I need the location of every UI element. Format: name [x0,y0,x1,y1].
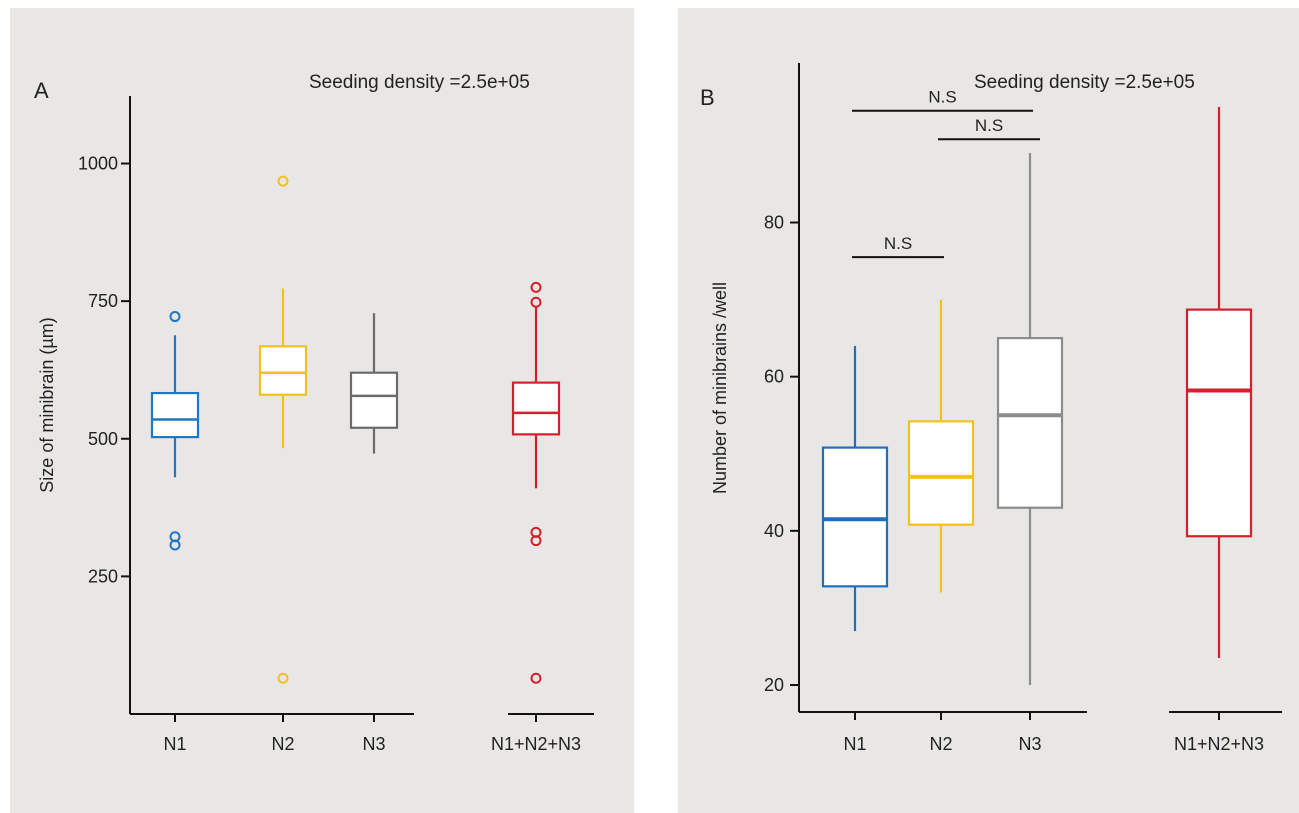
panel-b: B Seeding density =2.5e+05 Number of min… [678,8,1299,813]
x-tick-label-b: N3 [1018,734,1041,754]
box-body-a [511,381,561,436]
chart-a: A Seeding density =2.5e+05 Size of minib… [34,72,594,754]
x-tick-label-a: N2 [271,734,294,754]
outlier-point-a [530,296,542,308]
y-tick-label-a: 1000 [78,154,118,174]
panel-label-b: B [700,85,715,110]
y-tick-label-a: 250 [88,566,118,586]
y-tick-label-a: 500 [88,429,118,449]
box-body-a [349,371,399,429]
x-tick-label-a: N1 [163,734,186,754]
box-body-b [821,446,889,588]
outlier-point-a [169,311,181,323]
x-tick-label-b: N1+N2+N3 [1174,734,1264,754]
y-axis-label-b: Number of minibrains /well [710,282,730,494]
y-tick-label-b: 20 [764,675,784,695]
outlier-point-a [530,535,542,547]
box-body-b [907,420,975,526]
seeding-density-note-a: Seeding density =2.5e+05 [309,72,530,93]
outlier-point-a [530,672,542,684]
box-body-a [150,391,200,439]
seeding-density-note-b: Seeding density =2.5e+05 [974,72,1195,93]
y-tick-label-b: 40 [764,521,784,541]
outlier-point-a [169,539,181,551]
y-axis-label-a: Size of minibrain (µm) [37,317,57,492]
x-tick-label-b: N2 [929,734,952,754]
significance-label: N.S [928,88,956,107]
panel-label-a: A [34,78,49,103]
x-tick-label-a: N3 [362,734,385,754]
y-tick-label-b: 60 [764,367,784,387]
panel-a: A Seeding density =2.5e+05 Size of minib… [10,8,634,813]
x-tick-label-b: N1 [843,734,866,754]
outlier-point-a [277,175,289,187]
significance-label: N.S [884,234,912,253]
box-body-b [996,337,1064,509]
outlier-point-a [530,281,542,293]
x-tick-label-a: N1+N2+N3 [491,734,581,754]
box-body-a [258,345,308,396]
y-tick-label-a: 750 [88,291,118,311]
chart-b: B Seeding density =2.5e+05 Number of min… [700,63,1282,754]
significance-label: N.S [975,116,1003,135]
y-tick-label-b: 80 [764,212,784,232]
box-body-b [1185,308,1253,538]
outlier-point-a [277,672,289,684]
